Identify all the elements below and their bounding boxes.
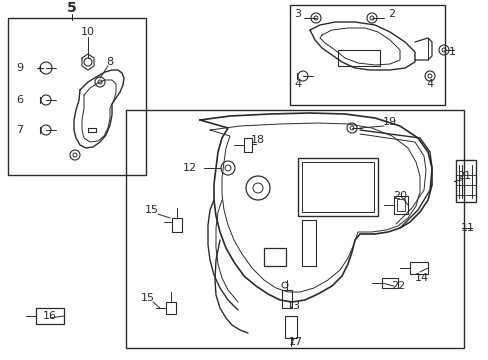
Text: 2: 2 [387, 9, 395, 19]
Text: 16: 16 [43, 311, 57, 321]
Text: 18: 18 [250, 135, 264, 145]
Text: 17: 17 [288, 337, 303, 347]
Text: 14: 14 [414, 273, 428, 283]
Text: 5: 5 [67, 1, 77, 15]
Bar [302, 162, 373, 212]
Bar [297, 158, 377, 216]
Text: 21: 21 [456, 171, 470, 181]
Bar [409, 262, 427, 274]
Text: 22: 22 [390, 281, 404, 291]
Bar [282, 290, 291, 308]
Bar [381, 278, 397, 288]
Text: 11: 11 [460, 223, 474, 233]
Bar [285, 316, 296, 338]
Bar [393, 196, 407, 214]
Bar [302, 220, 315, 266]
Text: 3: 3 [294, 9, 301, 19]
Bar [36, 308, 64, 324]
Text: 13: 13 [286, 301, 301, 311]
Bar [8, 18, 146, 175]
Bar [264, 248, 285, 266]
Bar [126, 110, 463, 348]
Text: 7: 7 [17, 125, 23, 135]
Text: 12: 12 [183, 163, 197, 173]
Bar [289, 5, 444, 105]
Bar [396, 199, 404, 211]
Text: 19: 19 [382, 117, 396, 127]
Text: 8: 8 [106, 57, 113, 67]
Text: 1: 1 [447, 47, 454, 57]
Text: 4: 4 [426, 79, 433, 89]
Text: 6: 6 [17, 95, 23, 105]
Bar [455, 160, 475, 202]
Text: 15: 15 [141, 293, 155, 303]
Bar [172, 218, 182, 232]
Text: 10: 10 [81, 27, 95, 37]
Text: 9: 9 [17, 63, 23, 73]
Bar [244, 138, 251, 152]
Text: 20: 20 [392, 191, 406, 201]
Text: 4: 4 [294, 79, 301, 89]
Text: 15: 15 [145, 205, 159, 215]
Bar [165, 302, 176, 314]
Bar [337, 50, 379, 66]
